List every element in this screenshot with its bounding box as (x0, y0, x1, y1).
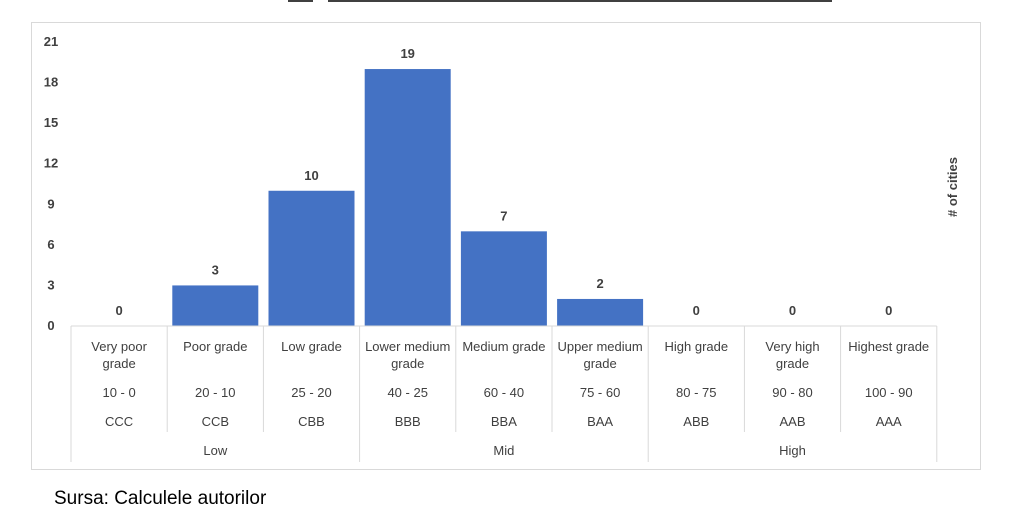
category-grade-label: grade (102, 356, 135, 371)
category-range-label: 40 - 25 (387, 385, 427, 400)
data-label: 3 (212, 262, 219, 277)
source-note: Sursa: Calculele autorilor (54, 488, 267, 509)
category-range-label: 75 - 60 (580, 385, 620, 400)
bar (268, 190, 355, 326)
category-grade-label: Low grade (281, 339, 342, 354)
data-label: 7 (500, 208, 507, 223)
category-code-label: BBA (491, 414, 517, 429)
category-code-label: AAA (876, 414, 902, 429)
category-range-label: 10 - 0 (102, 385, 135, 400)
category-grade-label: Upper medium (557, 339, 642, 354)
y-tick-label: 18 (44, 75, 58, 90)
chart-frame (31, 22, 981, 470)
category-grade-label: grade (391, 356, 424, 371)
category-grade-label: High grade (664, 339, 728, 354)
category-range-label: 60 - 40 (484, 385, 524, 400)
y-tick-label: 12 (44, 156, 58, 171)
y-tick-label: 15 (44, 115, 58, 130)
category-grade-label: grade (776, 356, 809, 371)
category-code-label: BAA (587, 414, 613, 429)
category-code-label: BBB (395, 414, 421, 429)
y-tick-label: 9 (47, 196, 54, 211)
y-tick-label: 3 (47, 277, 54, 292)
category-grade-label: Very high (765, 339, 819, 354)
category-range-label: 20 - 10 (195, 385, 235, 400)
category-code-label: ABB (683, 414, 709, 429)
y-tick-label: 21 (44, 34, 58, 49)
data-labels: 0 3 10 19 7 2 0 0 0 (115, 46, 892, 318)
bar (557, 298, 644, 326)
y-axis-label: # of cities (945, 157, 960, 217)
bar (172, 285, 259, 326)
y-axis: 0 3 6 9 12 15 18 21 (44, 34, 58, 333)
bars (172, 69, 644, 327)
category-range-label: 90 - 80 (772, 385, 812, 400)
data-label: 0 (115, 303, 122, 318)
group-label: High (779, 443, 806, 458)
category-range-label: 100 - 90 (865, 385, 913, 400)
category-table: Very poor grade 10 - 0 CCC Poor grade 20 - 10… (70, 325, 938, 462)
y-tick-label: 6 (47, 237, 54, 252)
bar (460, 231, 547, 326)
category-grade-label: Highest grade (848, 339, 929, 354)
category-code-label: CCC (105, 414, 133, 429)
group-label: Low (203, 443, 227, 458)
category-code-label: CCB (202, 414, 229, 429)
y-tick-label: 0 (47, 318, 54, 333)
category-code-label: CBB (298, 414, 325, 429)
category-grade-label: Very poor (91, 339, 147, 354)
bar (364, 69, 451, 327)
category-code-label: AAB (779, 414, 805, 429)
category-grade-label: Lower medium (365, 339, 450, 354)
category-grade-label: Poor grade (183, 339, 247, 354)
data-label: 0 (693, 303, 700, 318)
category-grade-label: Medium grade (462, 339, 545, 354)
category-grade-label: grade (583, 356, 616, 371)
data-label: 19 (400, 46, 414, 61)
category-range-label: 25 - 20 (291, 385, 331, 400)
data-label: 0 (789, 303, 796, 318)
category-range-label: 80 - 75 (676, 385, 716, 400)
group-label: Mid (493, 443, 514, 458)
top-decoration-lines (288, 0, 832, 2)
data-label: 0 (885, 303, 892, 318)
data-label: 10 (304, 168, 318, 183)
data-label: 2 (596, 276, 603, 291)
